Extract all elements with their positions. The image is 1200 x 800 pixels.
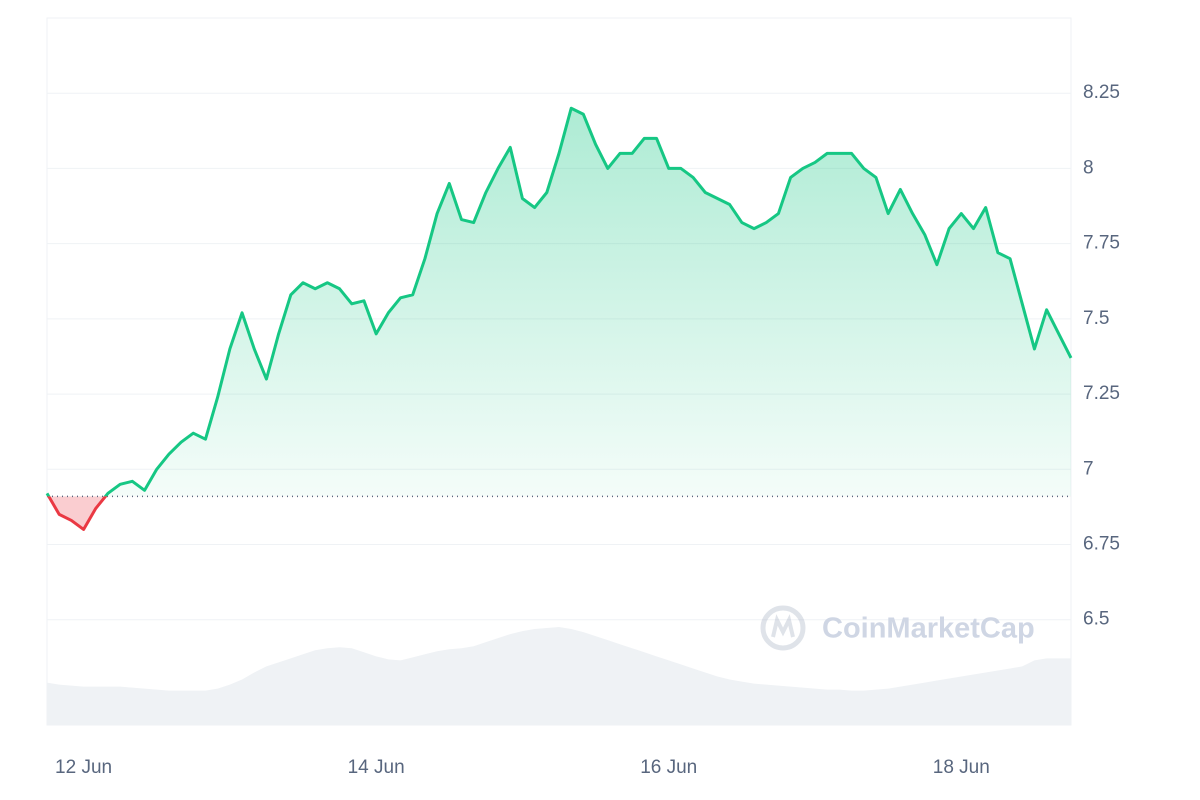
watermark-logo [760,605,806,651]
x-tick-label: 16 Jun [640,757,697,778]
y-tick-label: 6.5 [1083,609,1109,630]
y-tick-label: 6.75 [1083,534,1120,555]
price-area-up [47,108,1071,497]
y-tick-label: 8.25 [1083,82,1120,103]
y-tick-label: 8 [1083,157,1094,178]
x-tick-label: 18 Jun [933,757,990,778]
price-line-up [45,106,1073,497]
price-area-down [48,496,106,530]
y-tick-label: 7.75 [1083,233,1120,254]
y-tick-label: 7 [1083,458,1094,479]
watermark: CoinMarketCap [822,613,1035,645]
x-tick-label: 12 Jun [55,757,112,778]
volume-area [47,627,1071,725]
x-tick-label: 14 Jun [348,757,405,778]
y-tick-label: 7.5 [1083,308,1109,329]
y-tick-label: 7.25 [1083,383,1120,404]
